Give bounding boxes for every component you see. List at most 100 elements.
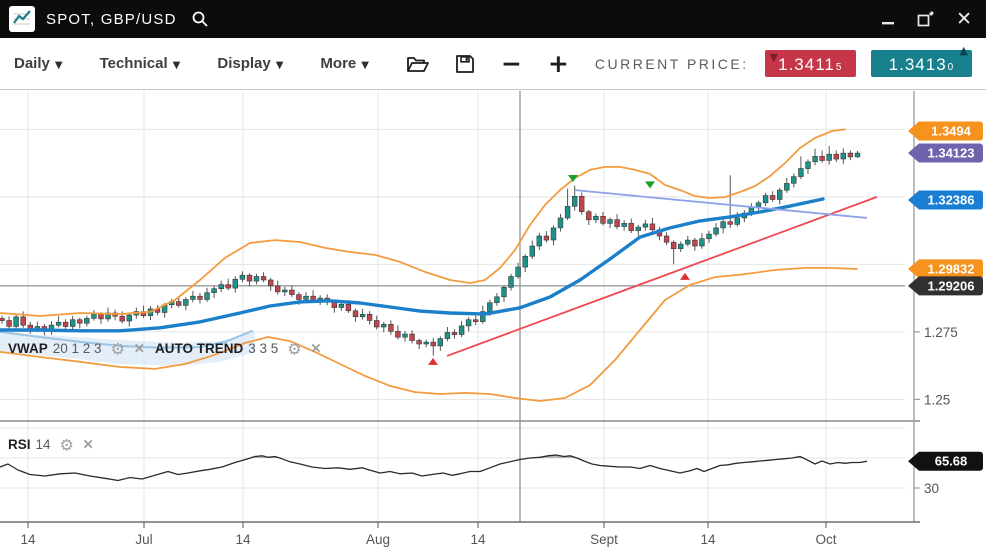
candle — [352, 310, 359, 318]
svg-text:3 3 5: 3 3 5 — [248, 341, 278, 356]
price-tick-label: 1.25 — [924, 392, 950, 407]
candle — [798, 168, 804, 177]
search-icon[interactable] — [191, 10, 209, 28]
price-tag — [908, 190, 983, 210]
candle — [373, 320, 380, 328]
candle — [494, 296, 500, 304]
candle — [720, 221, 726, 229]
zoom-out-button[interactable]: − — [500, 48, 522, 78]
candle — [126, 314, 133, 322]
close-button[interactable]: ✕ — [956, 8, 972, 30]
candle — [508, 276, 514, 288]
minimize-button[interactable] — [881, 12, 895, 26]
time-tick-label: Oct — [815, 532, 836, 547]
candle — [847, 152, 854, 158]
candle — [487, 302, 493, 312]
buy-price-fraction: 0 — [947, 62, 955, 73]
candle — [296, 294, 302, 300]
svg-text:RSI: RSI — [8, 437, 31, 452]
candle — [232, 278, 238, 289]
time-tick-label: 14 — [20, 532, 36, 547]
candle — [614, 219, 620, 227]
candle — [6, 320, 12, 327]
candle — [176, 301, 182, 306]
close-icon[interactable]: ✕ — [83, 437, 94, 452]
candle — [784, 183, 790, 191]
svg-text:AUTO TREND: AUTO TREND — [155, 341, 244, 356]
candle — [578, 196, 585, 213]
candle — [197, 295, 203, 300]
candle — [246, 274, 253, 282]
candle — [692, 239, 698, 247]
price-tag — [908, 276, 983, 296]
rsi-overbought-fill — [0, 455, 867, 458]
rsi-value-tag-value: 65.68 — [935, 454, 968, 469]
popout-button[interactable] — [917, 10, 934, 28]
bollinger-upper-band — [0, 128, 846, 317]
candle — [522, 256, 528, 268]
candle — [458, 325, 465, 335]
candle — [416, 340, 422, 345]
candle — [437, 338, 443, 347]
time-tick-label: 14 — [700, 532, 716, 547]
candle — [70, 319, 76, 327]
window-title: SPOT, GBP/USD — [46, 10, 177, 28]
save-icon — [456, 54, 474, 73]
candle — [677, 243, 684, 250]
candle — [211, 288, 217, 293]
buy-price-button[interactable]: ▲ 1.3413 0 — [870, 45, 972, 77]
candle — [444, 332, 451, 339]
price-tag-value: 1.29832 — [928, 261, 975, 276]
sell-price-button[interactable]: ▼ 1.3411 5 — [764, 50, 856, 77]
chevron-down-icon: ▼ — [54, 60, 63, 71]
save-chart-button[interactable] — [455, 54, 475, 74]
candle — [91, 314, 97, 319]
candle — [55, 321, 62, 326]
open-chart-button[interactable] — [406, 54, 429, 74]
gear-icon[interactable]: ⚙ — [111, 342, 125, 359]
gear-icon[interactable]: ⚙ — [287, 342, 301, 359]
candle — [515, 266, 521, 277]
sell-signal-icon — [645, 181, 655, 189]
svg-text:20 1 2 3: 20 1 2 3 — [53, 341, 102, 356]
auto-trend-support-line — [446, 196, 878, 357]
candle — [812, 156, 818, 163]
menu-technical[interactable]: Technical ▼ — [99, 55, 181, 72]
folder-open-icon — [407, 56, 429, 72]
rsi-value-tag — [908, 451, 983, 471]
candle — [204, 292, 210, 300]
time-tick-label: Jul — [135, 532, 152, 547]
menu-timeframe[interactable]: Daily ▼ — [14, 55, 63, 72]
candle — [699, 238, 705, 247]
candle — [593, 216, 599, 221]
candle — [218, 284, 224, 290]
price-tag-value: 1.34123 — [928, 146, 975, 161]
candle — [621, 223, 627, 227]
candle — [472, 319, 479, 322]
candle — [607, 219, 613, 224]
candle — [600, 216, 606, 224]
zoom-in-button[interactable]: + — [547, 48, 569, 78]
menu-display[interactable]: Display ▼ — [217, 55, 284, 72]
menu-more[interactable]: More ▼ — [320, 55, 369, 72]
candle — [359, 314, 366, 318]
candle — [854, 152, 861, 158]
candle — [190, 295, 196, 300]
vwap-legend: VWAP 20 1 2 3 ⚙ ✕ — [8, 341, 145, 359]
candle — [564, 206, 571, 219]
chart-area[interactable]: 1.275 1.25 30 14 Jul 14 Aug 14 Sept 14 Oct 1.3494 1.… — [0, 91, 986, 552]
close-icon[interactable]: ✕ — [134, 341, 145, 356]
candle — [833, 153, 840, 160]
candle — [635, 226, 642, 231]
svg-text:14: 14 — [36, 437, 52, 452]
candle — [536, 235, 543, 247]
app-logo — [9, 6, 35, 32]
rsi-line — [0, 454, 868, 482]
candle — [0, 318, 5, 321]
price-chart[interactable]: 1.275 1.25 30 14 Jul 14 Aug 14 Sept 14 Oct 1.3494 1.… — [0, 91, 986, 552]
candle — [395, 331, 401, 338]
close-icon[interactable]: ✕ — [310, 341, 321, 356]
price-tag-value: 1.3494 — [931, 124, 972, 139]
gear-icon[interactable]: ⚙ — [60, 438, 74, 455]
candle — [62, 321, 69, 327]
